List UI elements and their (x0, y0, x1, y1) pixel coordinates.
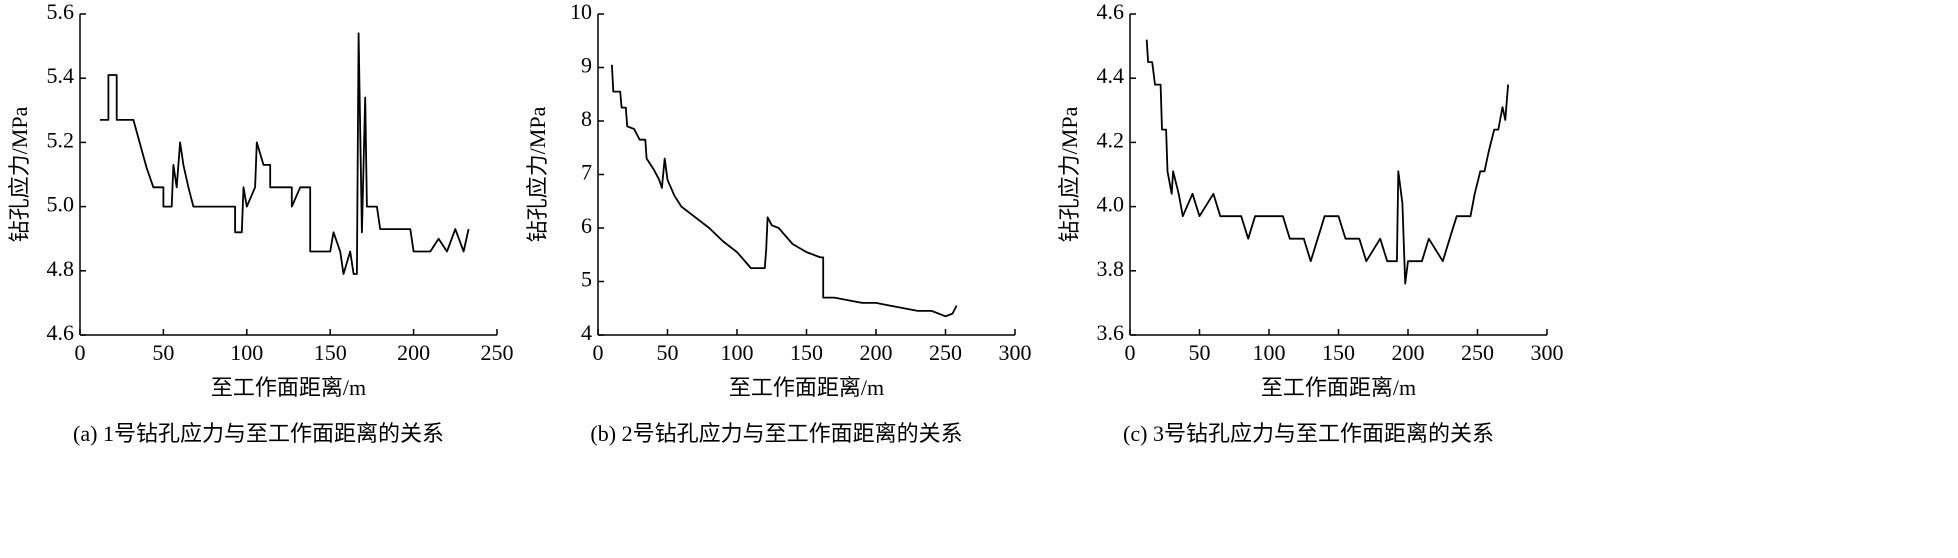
y-tick-label: 3.8 (1097, 256, 1125, 281)
x-axis-label: 至工作面距离/m (729, 375, 884, 400)
x-tick-label: 0 (75, 340, 86, 365)
data-line (100, 32, 470, 275)
y-tick-label: 4.2 (1097, 127, 1125, 152)
x-tick-label: 150 (1322, 340, 1355, 365)
x-tick-label: 50 (152, 340, 174, 365)
y-tick-label: 4.4 (1097, 63, 1125, 88)
y-tick-label: 3.6 (1097, 320, 1125, 345)
x-tick-label: 50 (1189, 340, 1211, 365)
data-line (611, 64, 958, 318)
x-tick-label: 100 (1253, 340, 1286, 365)
x-tick-label: 100 (230, 340, 263, 365)
x-tick-label: 200 (1392, 340, 1425, 365)
y-tick-label: 4.6 (1097, 0, 1125, 24)
y-tick-label: 5 (581, 267, 592, 292)
x-axis-label: 至工作面距离/m (211, 375, 366, 400)
y-tick-label: 5.0 (47, 192, 75, 217)
x-tick-label: 150 (790, 340, 823, 365)
y-tick-label: 10 (570, 0, 592, 24)
y-tick-label: 4 (581, 320, 592, 345)
caption: (a) 1号钻孔应力与至工作面距离的关系 (73, 421, 444, 446)
y-tick-label: 8 (581, 106, 592, 131)
y-tick-label: 4.6 (47, 320, 75, 345)
y-tick-label: 5.2 (47, 127, 75, 152)
x-tick-label: 200 (860, 340, 893, 365)
x-tick-label: 250 (929, 340, 962, 365)
x-tick-label: 50 (657, 340, 679, 365)
x-tick-label: 150 (314, 340, 347, 365)
y-tick-label: 4.0 (1097, 192, 1125, 217)
y-tick-label: 6 (581, 213, 592, 238)
y-axis-label: 钻孔应力/MPa (1057, 106, 1082, 242)
x-axis-label: 至工作面距离/m (1261, 375, 1416, 400)
caption: (b) 2号钻孔应力与至工作面距离的关系 (590, 421, 962, 446)
x-tick-label: 0 (593, 340, 604, 365)
data-line (1145, 39, 1509, 285)
y-axis-label: 钻孔应力/MPa (7, 106, 32, 242)
y-axis-label: 钻孔应力/MPa (525, 106, 550, 242)
y-tick-label: 9 (581, 53, 592, 78)
y-tick-label: 5.6 (47, 0, 75, 24)
x-tick-label: 200 (397, 340, 430, 365)
x-tick-label: 300 (1531, 340, 1564, 365)
x-tick-label: 0 (1125, 340, 1136, 365)
x-tick-label: 100 (721, 340, 754, 365)
y-tick-label: 5.4 (47, 63, 75, 88)
x-tick-label: 250 (481, 340, 514, 365)
x-tick-label: 250 (1461, 340, 1494, 365)
y-tick-label: 7 (581, 160, 592, 185)
y-tick-label: 4.8 (47, 256, 75, 281)
caption: (c) 3号钻孔应力与至工作面距离的关系 (1123, 421, 1494, 446)
x-tick-label: 300 (999, 340, 1032, 365)
